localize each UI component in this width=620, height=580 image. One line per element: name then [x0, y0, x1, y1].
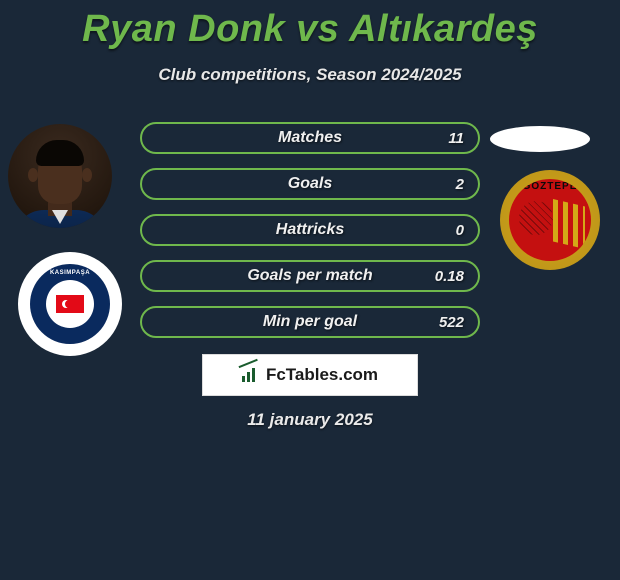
team-left-name: KASIMPAŞA [30, 270, 110, 276]
stripes-icon [553, 199, 585, 249]
stat-right-value: 11 [448, 130, 464, 147]
stat-right-value: 0.18 [435, 268, 464, 285]
fctables-label: FcTables.com [266, 365, 378, 385]
stat-row-min-per-goal: Min per goal 522 [140, 306, 480, 338]
stat-label: Goals [288, 175, 332, 193]
stat-right-value: 0 [456, 222, 464, 239]
turkey-flag-icon [56, 295, 84, 313]
player-right-photo-placeholder [490, 126, 590, 152]
chart-icon [242, 368, 260, 382]
stat-row-goals-per-match: Goals per match 0.18 [140, 260, 480, 292]
stat-right-value: 522 [439, 314, 464, 331]
team-right-logo: GÖZTEPE [500, 170, 600, 270]
stat-label: Min per goal [263, 313, 357, 331]
soccer-ball-icon [519, 201, 553, 235]
stat-row-matches: Matches 11 [140, 122, 480, 154]
stat-label: Goals per match [247, 267, 372, 285]
comparison-subtitle: Club competitions, Season 2024/2025 [0, 65, 620, 85]
team-left-logo: KASIMPAŞA [18, 252, 122, 356]
stat-label: Hattricks [276, 221, 344, 239]
stat-row-hattricks: Hattricks 0 [140, 214, 480, 246]
player-left-photo [8, 124, 112, 228]
stat-row-goals: Goals 2 [140, 168, 480, 200]
stat-right-value: 2 [456, 176, 464, 193]
comparison-date: 11 january 2025 [0, 410, 620, 430]
team-right-name: GÖZTEPE [509, 181, 591, 192]
comparison-title: Ryan Donk vs Altıkardeş [0, 0, 620, 51]
stats-container: Matches 11 Goals 2 Hattricks 0 Goals per… [140, 122, 480, 352]
stat-label: Matches [278, 129, 342, 147]
fctables-badge[interactable]: FcTables.com [202, 354, 418, 396]
